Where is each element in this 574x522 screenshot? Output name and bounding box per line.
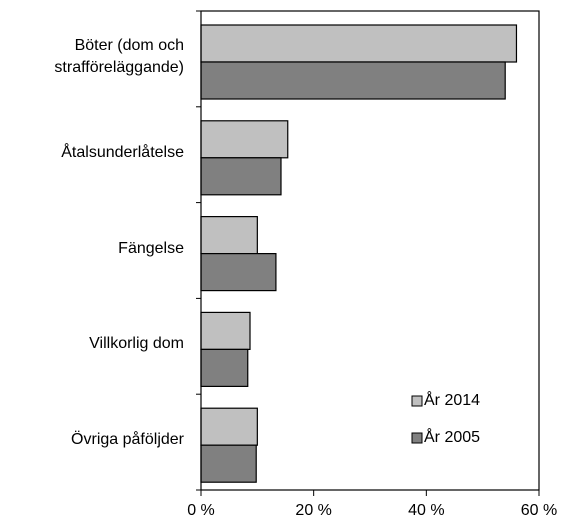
x-tick-label: 0 % <box>187 502 215 519</box>
bar <box>200 348 249 387</box>
y-tick-label: Böter (dom och strafföreläggande) <box>54 36 184 76</box>
bar <box>200 407 258 446</box>
bar <box>200 24 518 63</box>
x-tick-label: 20 % <box>295 502 331 519</box>
legend-label: År 2005 <box>424 427 480 446</box>
bar <box>200 216 258 255</box>
plot-frame <box>200 10 540 491</box>
bar <box>200 444 257 483</box>
legend-swatch <box>411 395 423 407</box>
x-tick-label: 60 % <box>521 502 557 519</box>
bar <box>200 311 251 350</box>
y-tick-label: Åtalsunderlåtelse <box>61 143 184 161</box>
bar <box>200 253 277 292</box>
x-tick-label: 40 % <box>408 502 444 519</box>
bar <box>200 120 289 159</box>
legend-label: År 2014 <box>424 390 480 409</box>
legend-swatch <box>411 432 423 444</box>
y-tick-label: Villkorlig dom <box>89 335 184 353</box>
y-tick-label: Övriga påföljder <box>71 431 184 449</box>
bar <box>200 61 506 100</box>
y-tick-label: Fängelse <box>118 239 184 257</box>
bar <box>200 157 282 196</box>
